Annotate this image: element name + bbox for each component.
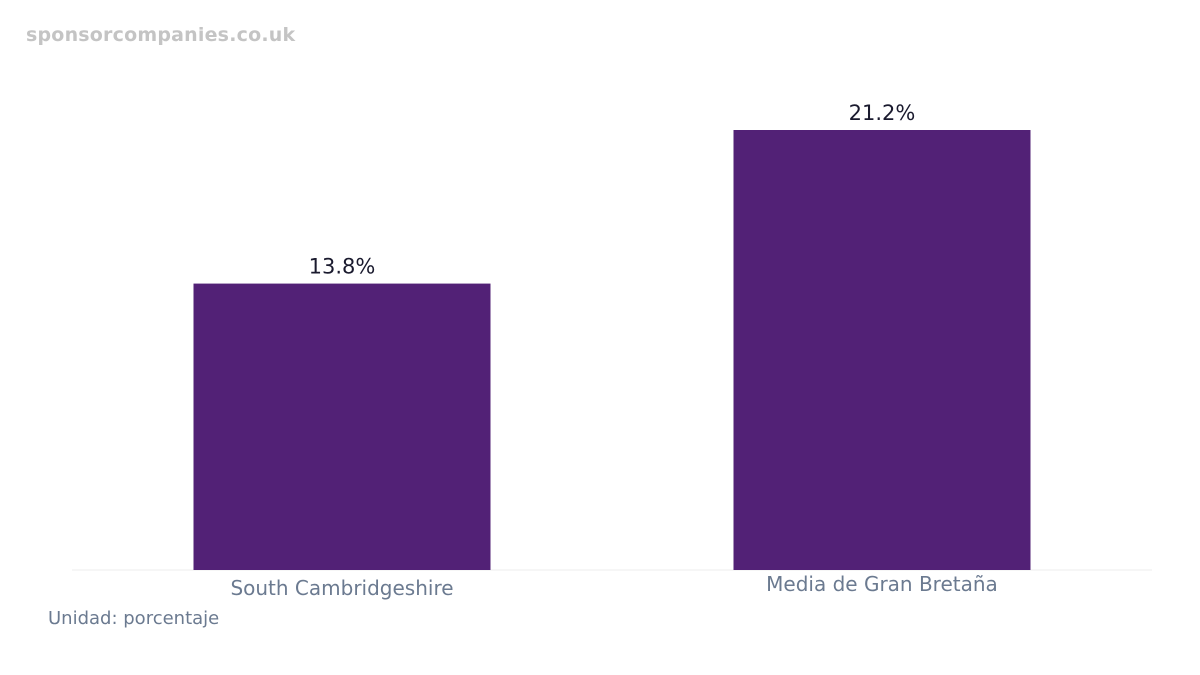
bar-1 bbox=[733, 130, 1031, 570]
category-label-0: South Cambridgeshire bbox=[230, 576, 453, 600]
category-label-1: Media de Gran Bretaña bbox=[766, 572, 998, 596]
watermark: sponsorcompanies.co.uk bbox=[26, 24, 296, 46]
bar-value-label-0: 13.8% bbox=[309, 255, 376, 279]
unit-note: Unidad: porcentaje bbox=[48, 608, 220, 629]
bar-0 bbox=[193, 283, 491, 570]
bar-value-label-1: 21.2% bbox=[849, 101, 916, 125]
bars-group: 13.8% South Cambridgeshire 21.2% Media de G… bbox=[193, 101, 1031, 600]
